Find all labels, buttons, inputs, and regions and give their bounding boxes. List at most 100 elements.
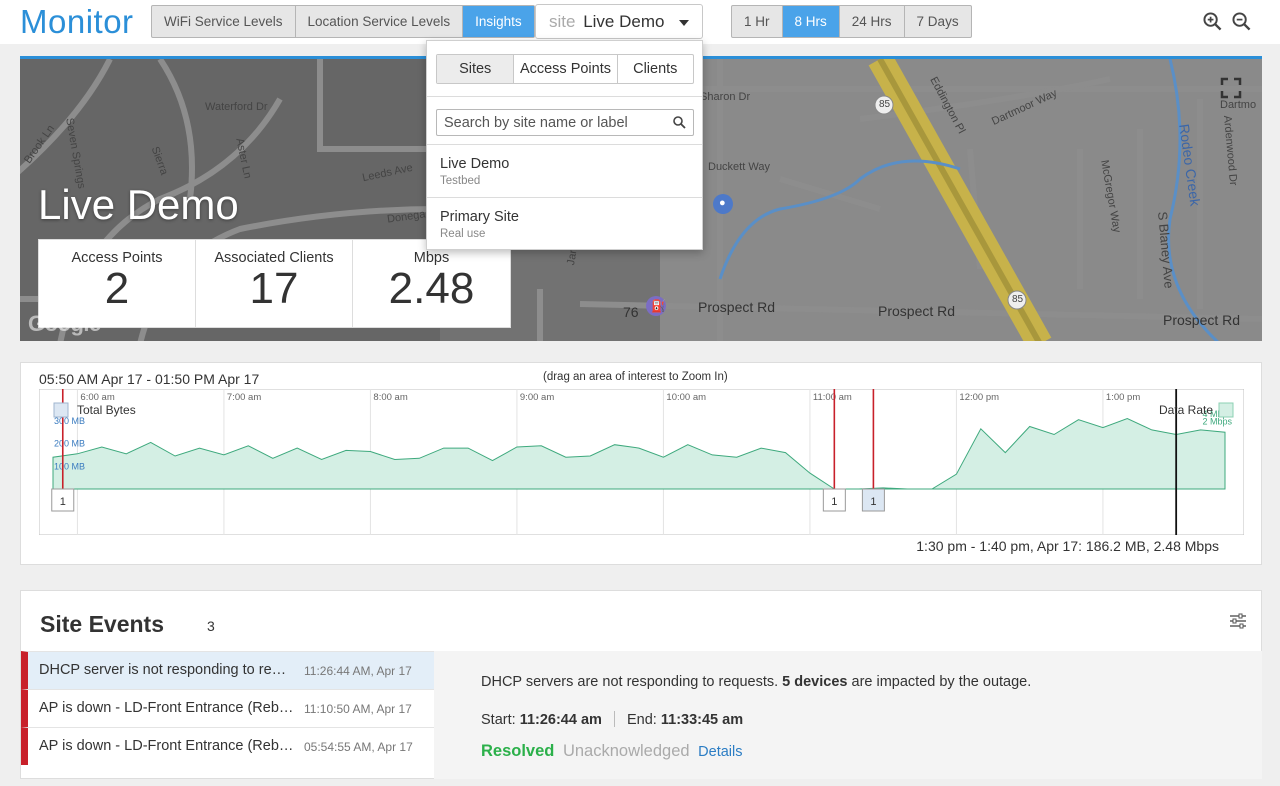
range-1-hr[interactable]: 1 Hr xyxy=(732,6,783,37)
dropdown-tab-access-points[interactable]: Access Points xyxy=(514,55,618,83)
end-label: End: xyxy=(626,712,657,728)
stat-mbps[interactable]: Mbps 2.48 xyxy=(353,240,510,327)
event-marker-count: 1 xyxy=(831,496,837,508)
fullscreen-icon[interactable] xyxy=(1220,77,1242,99)
street-label: Prospect Rd xyxy=(878,303,956,319)
event-time: 05:54:55 AM, Apr 17 xyxy=(304,740,413,754)
end-time: 11:33:45 am xyxy=(660,712,744,728)
site-option-title: Primary Site xyxy=(440,209,519,225)
site-name: Live Demo xyxy=(38,181,239,228)
site-events-count: 3 xyxy=(207,618,215,634)
dropdown-tabs: Sites Access Points Clients xyxy=(436,54,694,84)
site-option-live-demo[interactable]: Live Demo Testbed xyxy=(427,156,702,187)
event-marker-badge[interactable] xyxy=(861,488,885,512)
chevron-down-icon xyxy=(679,20,689,26)
y-left-tick-label: 300 MB xyxy=(54,416,85,426)
zoom-in-icon[interactable] xyxy=(1203,12,1222,31)
tab-wifi-service-levels[interactable]: WiFi Service Levels xyxy=(152,6,296,37)
gas-station-label: 76 xyxy=(623,304,639,320)
x-tick-label: 10:00 am xyxy=(666,392,706,403)
street-label: Prospect Rd xyxy=(1163,312,1241,328)
event-marker-badge[interactable] xyxy=(822,488,846,512)
street-label: Prospect Rd xyxy=(698,299,776,315)
stat-value: 17 xyxy=(249,264,299,313)
divider xyxy=(427,144,702,145)
site-search-input[interactable] xyxy=(437,110,662,135)
usage-chart[interactable]: 6:00 am 7:00 am 8:00 am 9:00 am 10:00 am 11:0… xyxy=(39,389,1244,535)
start-time: 11:26:44 am xyxy=(519,712,602,728)
dropdown-tab-clients[interactable]: Clients xyxy=(633,61,678,77)
event-time: 11:26:44 AM, Apr 17 xyxy=(304,664,412,678)
event-marker-badge[interactable] xyxy=(51,488,75,512)
total-bytes-legend-swatch[interactable] xyxy=(53,402,69,418)
site-search-field xyxy=(436,109,694,136)
time-range-selector: 1 Hr 8 Hrs 24 Hrs 7 Days xyxy=(731,5,972,38)
zoom-out-icon[interactable] xyxy=(1232,12,1251,31)
site-option-primary-site[interactable]: Primary Site Real use xyxy=(427,209,702,240)
event-marker-count: 1 xyxy=(60,496,66,508)
event-detail: DHCP servers are not responding to reque… xyxy=(434,651,1262,779)
resolved-status: Resolved xyxy=(481,742,555,760)
site-select[interactable]: site Live Demo xyxy=(535,4,703,39)
y-right-tick-label: 4 Mbps xyxy=(1202,409,1232,419)
stat-label: Mbps xyxy=(413,250,450,266)
y-left-tick-label: 100 MB xyxy=(54,461,85,471)
chart-zoom-hint: (drag an area of interest to Zoom In) xyxy=(543,371,728,383)
dropdown-tab-sites[interactable]: Sites xyxy=(437,55,515,83)
tab-insights[interactable]: Insights xyxy=(463,6,534,37)
stat-access-points[interactable]: Access Points 2 xyxy=(39,240,196,327)
range-24-hrs[interactable]: 24 Hrs xyxy=(840,6,905,37)
unacknowledged-status[interactable]: Unacknowledged xyxy=(562,742,690,760)
app-title: Monitor xyxy=(20,3,134,40)
data-rate-legend-swatch[interactable] xyxy=(1218,402,1234,418)
event-status: Resolved Unacknowledged Details xyxy=(481,742,742,761)
impacted-devices: 5 devices xyxy=(782,674,848,690)
route-shield: 85 xyxy=(1012,294,1024,305)
event-title: DHCP server is not responding to request… xyxy=(39,662,294,678)
event-list: DHCP server is not responding to request… xyxy=(21,651,434,765)
description-text: are impacted by the outage. xyxy=(851,674,1032,690)
filter-settings-icon[interactable] xyxy=(1229,613,1247,629)
stat-label: Associated Clients xyxy=(214,250,334,266)
stat-label: Access Points xyxy=(71,250,163,266)
stat-associated-clients[interactable]: Associated Clients 17 xyxy=(196,240,353,327)
street-label: Duckett Way xyxy=(708,161,770,173)
route-shield: 85 xyxy=(879,99,891,110)
street-label: Waterford Dr xyxy=(205,101,268,113)
range-7-days[interactable]: 7 Days xyxy=(916,14,959,29)
site-select-value: Live Demo xyxy=(583,12,665,31)
site-option-title: Live Demo xyxy=(440,156,510,172)
street-label: Dartmo xyxy=(1220,99,1257,111)
range-8-hrs[interactable]: 8 Hrs xyxy=(782,6,840,37)
event-title: AP is down - LD-Front Entrance (Reboot) xyxy=(39,700,294,716)
event-row[interactable]: AP is down - LD-Front Entrance (Reboot) … xyxy=(21,727,434,765)
site-select-prefix: site xyxy=(549,12,576,31)
gas-station-icon[interactable]: ⛽ xyxy=(651,299,666,313)
search-icon xyxy=(673,116,686,129)
start-label: Start: xyxy=(481,712,516,728)
x-tick-label: 9:00 am xyxy=(520,392,554,403)
divider xyxy=(427,96,702,97)
top-bar: Monitor WiFi Service Levels Location Ser… xyxy=(0,0,1280,44)
event-time: 11:10:50 AM, Apr 17 xyxy=(304,702,412,716)
legend-data-rate: Data Rate xyxy=(1159,403,1213,417)
event-row[interactable]: AP is down - LD-Front Entrance (Reboot) … xyxy=(21,689,434,727)
site-events-title: Site Events xyxy=(40,611,164,637)
event-description: DHCP servers are not responding to reque… xyxy=(481,674,1031,690)
event-marker-count: 1 xyxy=(870,496,876,508)
description-text: DHCP servers are not responding to reque… xyxy=(481,674,779,690)
stat-value: 2 xyxy=(104,264,130,313)
street-label: Sharon Dr xyxy=(700,91,751,103)
chart-selection-summary: 1:30 pm - 1:40 pm, Apr 17: 186.2 MB, 2.4… xyxy=(916,538,1219,554)
site-events-panel: Site Events 3 DHCP server is not respond… xyxy=(20,590,1262,779)
tab-location-service-levels[interactable]: Location Service Levels xyxy=(296,6,464,37)
y-left-tick-label: 200 MB xyxy=(54,439,85,449)
view-tabs: WiFi Service Levels Location Service Lev… xyxy=(151,5,535,38)
place-pin-icon[interactable]: ● xyxy=(719,197,726,209)
event-title: AP is down - LD-Front Entrance (Reboot) xyxy=(39,738,294,754)
x-tick-label: 1:00 pm xyxy=(1106,392,1140,403)
details-link[interactable]: Details xyxy=(698,744,743,760)
x-tick-label: 7:00 am xyxy=(227,392,261,403)
event-row[interactable]: DHCP server is not responding to request… xyxy=(21,651,434,689)
x-tick-label: 6:00 am xyxy=(80,392,114,403)
